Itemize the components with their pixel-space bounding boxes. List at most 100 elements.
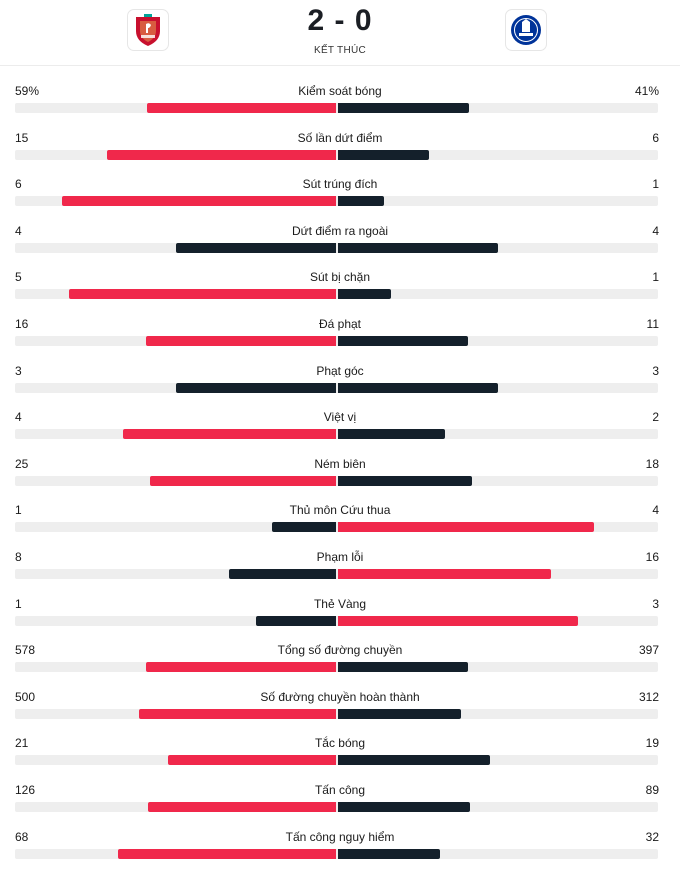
stat-label: Số lần dứt điểm	[0, 131, 680, 145]
stat-label: Kiểm soát bóng	[0, 84, 680, 98]
home-stat-bar	[123, 429, 336, 439]
stat-bar-track	[15, 522, 658, 532]
away-stat-value: 11	[647, 317, 659, 331]
stat-label: Tấn công	[0, 783, 680, 797]
home-stat-bar	[168, 755, 336, 765]
everton-crest-icon	[510, 14, 542, 46]
home-stat-bar	[146, 662, 336, 672]
away-stat-bar	[338, 802, 470, 812]
away-stat-bar	[338, 196, 384, 206]
stat-label: Sút trúng đích	[0, 177, 680, 191]
header-divider	[0, 65, 680, 66]
stat-bar-track	[15, 709, 658, 719]
stat-row-11: 1 Thẻ Vàng 3	[0, 592, 680, 639]
home-stat-bar	[147, 103, 336, 113]
stat-row-1: 15 Số lần dứt điểm 6	[0, 126, 680, 173]
stat-label: Phạm lỗi	[0, 550, 680, 564]
away-stat-bar	[338, 336, 468, 346]
stat-label: Tấn công nguy hiểm	[0, 830, 680, 844]
stat-label: Thủ môn Cứu thua	[0, 503, 680, 517]
away-stat-value: 18	[646, 457, 659, 471]
stat-label: Sút bị chặn	[0, 270, 680, 284]
stat-label: Tắc bóng	[0, 736, 680, 750]
stat-label: Số đường chuyền hoàn thành	[0, 690, 680, 704]
stat-bar-track	[15, 103, 658, 113]
match-header: 2 - 0 KẾT THÚC	[0, 0, 680, 66]
away-stat-bar	[338, 662, 468, 672]
away-stat-bar	[338, 150, 429, 160]
stat-bar-track	[15, 755, 658, 765]
stat-row-0: 59% Kiểm soát bóng 41%	[0, 79, 680, 126]
stat-bar-track	[15, 616, 658, 626]
home-stat-bar	[272, 522, 336, 532]
away-stat-value: 16	[646, 550, 659, 564]
away-stat-bar	[338, 289, 391, 299]
home-stat-bar	[229, 569, 336, 579]
away-stat-value: 3	[652, 597, 659, 611]
stat-row-8: 25 Ném biên 18	[0, 452, 680, 499]
away-stat-value: 3	[652, 364, 659, 378]
stat-row-14: 21 Tắc bóng 19	[0, 731, 680, 778]
match-score: 2 - 0	[0, 4, 680, 38]
home-stat-bar	[256, 616, 336, 626]
away-stat-bar	[338, 476, 472, 486]
away-stat-value: 89	[646, 783, 659, 797]
away-stat-value: 6	[652, 131, 659, 145]
home-stat-bar	[176, 243, 336, 253]
stat-row-4: 5 Sút bị chặn 1	[0, 265, 680, 312]
stat-row-6: 3 Phạt góc 3	[0, 359, 680, 406]
away-stat-bar	[338, 243, 498, 253]
away-stat-value: 397	[639, 643, 659, 657]
away-stat-bar	[338, 616, 578, 626]
stat-bar-track	[15, 569, 658, 579]
stat-bar-track	[15, 243, 658, 253]
stat-bar-track	[15, 336, 658, 346]
match-status: KẾT THÚC	[0, 45, 680, 56]
stat-row-7: 4 Việt vị 2	[0, 405, 680, 452]
stat-bar-track	[15, 150, 658, 160]
home-stat-bar	[148, 802, 336, 812]
stat-bar-track	[15, 289, 658, 299]
stat-row-13: 500 Số đường chuyền hoàn thành 312	[0, 685, 680, 732]
away-stat-value: 1	[652, 270, 659, 284]
away-team-logo[interactable]	[505, 9, 547, 51]
stat-row-3: 4 Dứt điểm ra ngoài 4	[0, 219, 680, 266]
home-stat-bar	[150, 476, 336, 486]
stat-label: Đá phạt	[0, 317, 680, 331]
stat-row-12: 578 Tổng số đường chuyền 397	[0, 638, 680, 685]
away-stat-bar	[338, 709, 461, 719]
stat-label: Việt vị	[0, 410, 680, 424]
home-stat-bar	[176, 383, 336, 393]
stat-bar-track	[15, 476, 658, 486]
away-stat-value: 4	[652, 224, 659, 238]
away-stat-bar	[338, 755, 490, 765]
stat-bar-track	[15, 429, 658, 439]
away-stat-bar	[338, 849, 440, 859]
stat-row-5: 16 Đá phạt 11	[0, 312, 680, 359]
stat-bar-track	[15, 383, 658, 393]
away-stat-bar	[338, 383, 498, 393]
stat-bar-track	[15, 802, 658, 812]
away-stat-value: 19	[646, 736, 659, 750]
stat-row-15: 126 Tấn công 89	[0, 778, 680, 825]
home-stat-bar	[69, 289, 336, 299]
stat-row-2: 6 Sút trúng đích 1	[0, 172, 680, 219]
stat-bar-track	[15, 849, 658, 859]
away-stat-bar	[338, 429, 445, 439]
stat-row-16: 68 Tấn công nguy hiểm 32	[0, 825, 680, 871]
home-stat-bar	[62, 196, 336, 206]
stat-row-10: 8 Phạm lỗi 16	[0, 545, 680, 592]
stat-label: Dứt điểm ra ngoài	[0, 224, 680, 238]
home-stat-bar	[146, 336, 336, 346]
home-stat-bar	[118, 849, 336, 859]
stat-row-9: 1 Thủ môn Cứu thua 4	[0, 498, 680, 545]
stat-label: Ném biên	[0, 457, 680, 471]
stat-bar-track	[15, 662, 658, 672]
away-stat-value: 4	[652, 503, 659, 517]
away-stat-value: 32	[646, 830, 659, 844]
stat-label: Tổng số đường chuyền	[0, 643, 680, 657]
away-stat-value: 312	[639, 690, 659, 704]
home-stat-bar	[107, 150, 336, 160]
away-stat-value: 41%	[635, 84, 659, 98]
away-stat-value: 2	[652, 410, 659, 424]
